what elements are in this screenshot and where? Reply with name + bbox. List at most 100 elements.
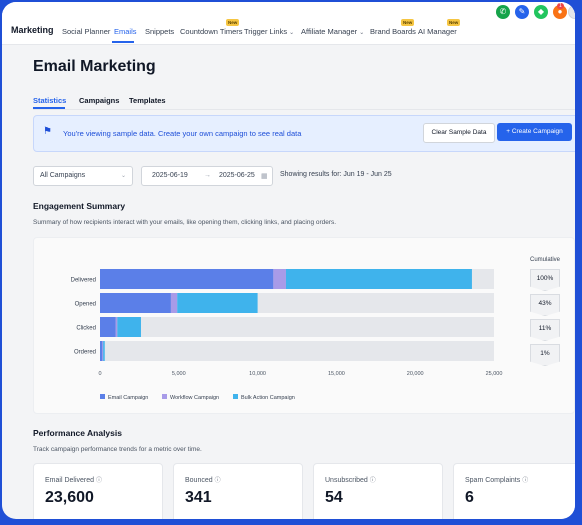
nav-emails[interactable]: Emails — [114, 27, 137, 36]
date-start: 2025-06-19 — [152, 172, 188, 179]
metric-card-bounced[interactable]: Bounced ⓘ 341 — [173, 463, 303, 519]
bar-segment — [100, 341, 103, 361]
metric-label: Unsubscribed ⓘ — [325, 475, 376, 484]
x-tick-label: 10,000 — [249, 371, 266, 377]
metric-card-email-delivered[interactable]: Email Delivered ⓘ 23,600 — [33, 463, 163, 519]
calendar-icon: ▦ — [261, 173, 268, 180]
sample-data-banner: ⚑ You're viewing sample data. Create you… — [33, 115, 575, 152]
cumulative-rate-value: 43% — [538, 300, 552, 307]
nav-active-indicator — [112, 41, 134, 43]
metric-label: Bounced ⓘ — [185, 475, 221, 484]
x-tick-label: 5,000 — [172, 371, 186, 377]
megaphone-icon[interactable]: ✎ — [515, 5, 529, 19]
brand-title: Marketing — [11, 25, 54, 35]
new-badge: New — [447, 19, 461, 26]
tab-active-indicator — [33, 107, 65, 109]
legend-swatch — [162, 394, 167, 399]
phone-icon[interactable]: ✆ — [496, 5, 510, 19]
create-campaign-button[interactable]: + Create Campaign — [497, 123, 572, 141]
metric-label-text: Bounced — [185, 477, 213, 484]
info-icon: ⓘ — [369, 478, 376, 484]
cumulative-rate-value: 100% — [536, 275, 554, 282]
bar-segment — [100, 269, 274, 289]
x-tick-label: 25,000 — [486, 371, 503, 377]
clear-sample-data-button[interactable]: Clear Sample Data — [423, 123, 495, 143]
bar-segment — [273, 269, 286, 289]
category-label: Ordered — [74, 350, 96, 356]
avatar[interactable] — [568, 5, 575, 19]
bell-icon[interactable]: ● — [553, 5, 567, 19]
legend-label: Bulk Action Campaign — [241, 395, 295, 401]
bar-segment — [115, 317, 118, 337]
bar-segment — [117, 317, 141, 337]
metric-label: Spam Complaints ⓘ — [465, 475, 528, 484]
campaign-select[interactable]: All Campaigns ⌄ — [33, 166, 133, 186]
performance-subtitle: Track campaign performance trends for a … — [33, 446, 202, 453]
chevron-down-icon: ⌄ — [289, 30, 295, 36]
x-tick-label: 20,000 — [407, 371, 424, 377]
performance-title: Performance Analysis — [33, 428, 122, 438]
flag-icon: ⚑ — [43, 126, 52, 137]
engagement-chart: Delivered Opened Clicked Ordered 0 5,000 10,00… — [71, 269, 503, 401]
nav-countdown-timers[interactable]: Countdown Timers — [180, 27, 243, 36]
cumulative-title: Cumulative — [530, 257, 561, 263]
metric-label: Email Delivered ⓘ — [45, 475, 102, 484]
metric-value: 54 — [325, 489, 343, 506]
legend-swatch — [100, 394, 105, 399]
nav-ai-manager[interactable]: AI Manager — [418, 27, 457, 36]
date-end: 2025-06-25 — [219, 172, 255, 179]
cumulative-rate: 1% — [530, 344, 560, 366]
tab-statistics[interactable]: Statistics — [33, 96, 67, 105]
legend-swatch — [233, 394, 238, 399]
nav-social-planner[interactable]: Social Planner — [62, 27, 111, 36]
bar-segment — [285, 269, 472, 289]
metric-value: 23,600 — [45, 489, 94, 506]
category-label: Clicked — [76, 326, 96, 332]
info-icon: ⓘ — [522, 478, 529, 484]
metric-card-unsubscribed[interactable]: Unsubscribed ⓘ 54 — [313, 463, 443, 519]
metric-value: 6 — [465, 489, 474, 506]
legend-label: Email Campaign — [108, 395, 148, 401]
legend-label: Workflow Campaign — [170, 395, 219, 401]
metric-label-text: Unsubscribed — [325, 477, 368, 484]
bar-segment — [100, 293, 171, 313]
metric-label-text: Email Delivered — [45, 477, 95, 484]
x-tick-label: 15,000 — [328, 371, 345, 377]
date-range-picker[interactable]: 2025-06-19 → 2025-06-25 ▦ — [141, 166, 273, 186]
bar-segment — [103, 341, 105, 361]
page-title: Email Marketing — [33, 58, 156, 75]
banner-text: You're viewing sample data. Create your … — [63, 129, 302, 138]
bar-track — [100, 341, 494, 361]
nav-affiliate-manager-label: Affiliate Manager — [301, 27, 358, 36]
metric-label-text: Spam Complaints — [465, 477, 521, 484]
bar-segment — [100, 317, 116, 337]
cumulative-rate: 100% — [530, 269, 560, 291]
arrow-right-icon: → — [204, 172, 211, 179]
bar-track — [100, 317, 494, 337]
tab-campaigns[interactable]: Campaigns — [79, 96, 120, 105]
announcement-icon[interactable]: ◆ — [534, 5, 548, 19]
cumulative-rate-value: 1% — [540, 350, 550, 357]
engagement-subtitle: Summary of how recipients interact with … — [33, 219, 337, 226]
nav-brand-boards[interactable]: Brand Boards — [370, 27, 416, 36]
x-tick-label: 0 — [98, 371, 101, 377]
results-range-text: Showing results for: Jun 19 - Jun 25 — [280, 171, 392, 178]
tab-templates[interactable]: Templates — [129, 96, 166, 105]
cumulative-rate-value: 11% — [538, 325, 552, 332]
top-nav: Marketing Social Planner Emails Snippets… — [2, 2, 575, 45]
category-label: Opened — [75, 302, 96, 308]
engagement-title: Engagement Summary — [33, 201, 126, 211]
nav-affiliate-manager[interactable]: Affiliate Manager ⌄ — [301, 27, 364, 36]
nav-trigger-links[interactable]: Trigger Links ⌄ — [244, 27, 294, 36]
nav-snippets[interactable]: Snippets — [145, 27, 175, 36]
new-badge: New — [401, 19, 415, 26]
cumulative-rate: 43% — [530, 294, 560, 316]
info-icon: ⓘ — [95, 478, 102, 484]
metric-card-spam-complaints[interactable]: Spam Complaints ⓘ 6 — [453, 463, 575, 519]
nav-trigger-links-label: Trigger Links — [244, 27, 288, 36]
tabs-divider — [33, 109, 575, 110]
bar-segment — [170, 293, 178, 313]
category-label: Delivered — [71, 278, 96, 284]
campaign-select-value: All Campaigns — [40, 172, 86, 179]
bar-segment — [102, 341, 104, 361]
